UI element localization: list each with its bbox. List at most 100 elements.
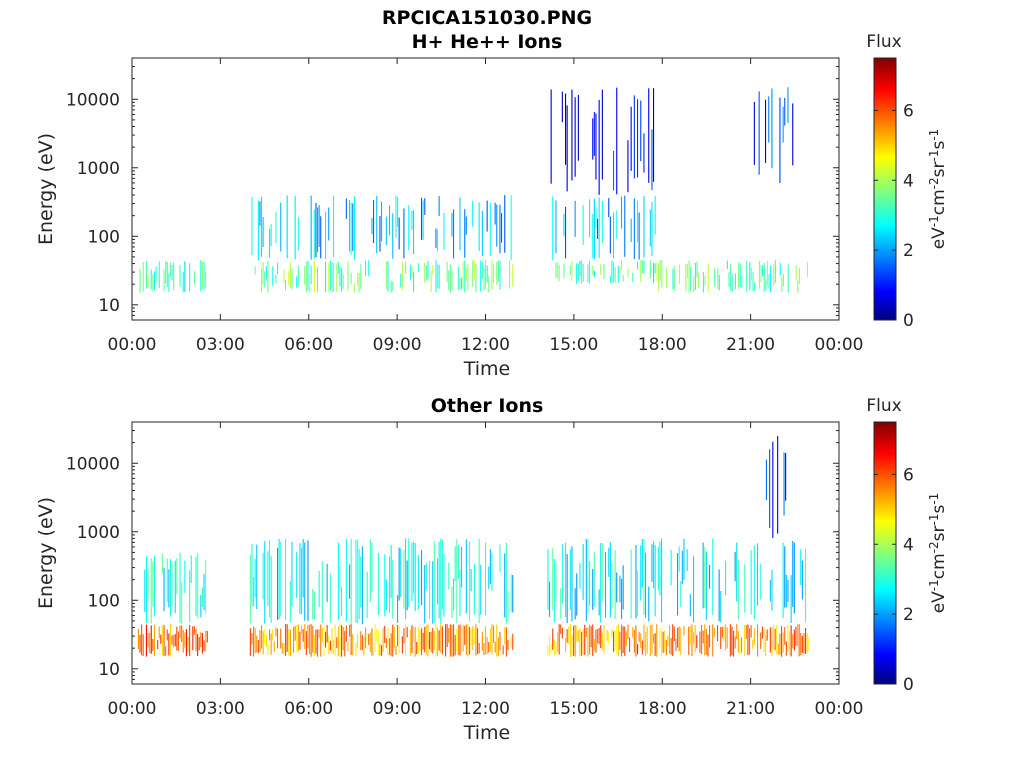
heatmap-cell <box>566 105 568 192</box>
heatmap-cell <box>637 644 639 655</box>
heatmap-cell <box>561 91 563 123</box>
heatmap-cell <box>571 546 573 622</box>
heatmap-cell <box>390 633 392 657</box>
heatmap-cell <box>299 543 301 614</box>
heatmap-cell <box>569 624 571 657</box>
heatmap-cell <box>787 264 789 293</box>
heatmap-cell <box>269 629 271 641</box>
x-tick-label: 15:00 <box>549 699 598 719</box>
heatmap-cell <box>414 627 416 657</box>
heatmap-cell <box>493 625 495 643</box>
heatmap-cell <box>651 129 653 190</box>
heatmap-cell <box>611 629 613 638</box>
heatmap-cell <box>163 624 165 657</box>
heatmap-cell <box>643 624 645 651</box>
heatmap-cell <box>565 93 567 165</box>
heatmap-cell <box>137 628 139 650</box>
heatmap-cell <box>643 260 645 274</box>
heatmap-cell <box>193 271 195 285</box>
heatmap-cell <box>425 625 427 655</box>
heatmap-cell <box>160 634 162 644</box>
heatmap-cell <box>357 634 359 648</box>
heatmap-cell <box>762 265 764 277</box>
heatmap-cell <box>147 275 149 289</box>
heatmap-cell <box>389 638 391 655</box>
heatmap-cell <box>771 627 773 656</box>
y-tick-label: 10 <box>98 296 120 316</box>
heatmap-cell <box>273 641 275 652</box>
heatmap-cell <box>387 261 389 292</box>
heatmap-cell <box>201 632 203 654</box>
heatmap-cell <box>782 542 784 619</box>
heatmap-cell <box>470 629 472 646</box>
x-tick-label: 03:00 <box>196 335 245 355</box>
heatmap-cell <box>633 95 635 179</box>
heatmap-cell <box>705 551 707 621</box>
heatmap-cell <box>358 549 360 619</box>
heatmap-cell <box>203 262 205 290</box>
heatmap-cell <box>779 633 781 655</box>
heatmap-cell <box>345 625 347 642</box>
heatmap-cell <box>176 557 178 595</box>
heatmap-cell <box>718 569 720 622</box>
heatmap-cell <box>592 118 594 160</box>
heatmap-cell <box>569 549 571 610</box>
heatmap-cell <box>408 538 410 608</box>
heatmap-cell <box>694 262 696 290</box>
heatmap-cell <box>269 228 271 258</box>
heatmap-cell <box>392 559 394 619</box>
heatmap-cell <box>774 628 776 651</box>
heatmap-cell <box>385 261 387 290</box>
heatmap-cell <box>782 106 784 143</box>
heatmap-cell <box>189 263 191 292</box>
heatmap-cell <box>446 261 448 282</box>
heatmap-cell <box>609 275 611 283</box>
heatmap-cell <box>581 631 583 656</box>
heatmap-cell <box>757 624 759 657</box>
heatmap-cell <box>547 549 549 610</box>
heatmap-cell <box>398 217 400 250</box>
heatmap-cell <box>768 96 770 143</box>
y-tick-label: 10000 <box>66 454 120 474</box>
heatmap-cell <box>285 279 287 291</box>
heatmap-cell <box>275 627 277 637</box>
heatmap-cell <box>640 545 642 601</box>
heatmap-cell <box>565 206 567 259</box>
heatmap-cell <box>152 561 154 607</box>
heatmap-cell <box>633 629 635 653</box>
heatmap-cell <box>617 265 619 283</box>
heatmap-cell <box>805 548 807 623</box>
heatmap-cell <box>453 624 455 657</box>
heatmap-cell <box>318 205 320 247</box>
heatmap-cell <box>467 624 469 657</box>
heatmap-cell <box>709 625 711 648</box>
y-tick-label: 10000 <box>66 90 120 110</box>
heatmap-cell <box>456 628 458 652</box>
heatmap-cell <box>689 594 691 617</box>
heatmap-cell <box>637 261 639 270</box>
heatmap-cell <box>312 626 314 653</box>
panel-title: Other Ions <box>431 395 544 417</box>
heatmap-cell <box>334 624 336 656</box>
heatmap-cell <box>673 626 675 642</box>
heatmap-cell <box>654 195 656 235</box>
heatmap-cell <box>595 629 597 653</box>
heatmap-cell <box>595 113 597 180</box>
heatmap-cell <box>251 633 253 645</box>
heatmap-cell <box>653 541 655 589</box>
heatmap-cell <box>371 218 373 235</box>
heatmap-cell <box>261 625 263 649</box>
heatmap-cell <box>566 554 568 624</box>
heatmap-cell <box>621 578 623 619</box>
heatmap-cell <box>249 628 251 656</box>
x-tick-label: 03:00 <box>196 699 245 719</box>
heatmap-cell <box>307 540 309 621</box>
heatmap-cell <box>581 260 583 284</box>
heatmap-cell <box>712 538 714 616</box>
heatmap-cell <box>670 549 672 586</box>
heatmap-cell <box>589 561 591 606</box>
heatmap-cell <box>205 630 207 652</box>
heatmap-cell <box>712 624 714 657</box>
heatmap-cell <box>395 645 397 655</box>
heatmap-cell <box>272 629 274 641</box>
